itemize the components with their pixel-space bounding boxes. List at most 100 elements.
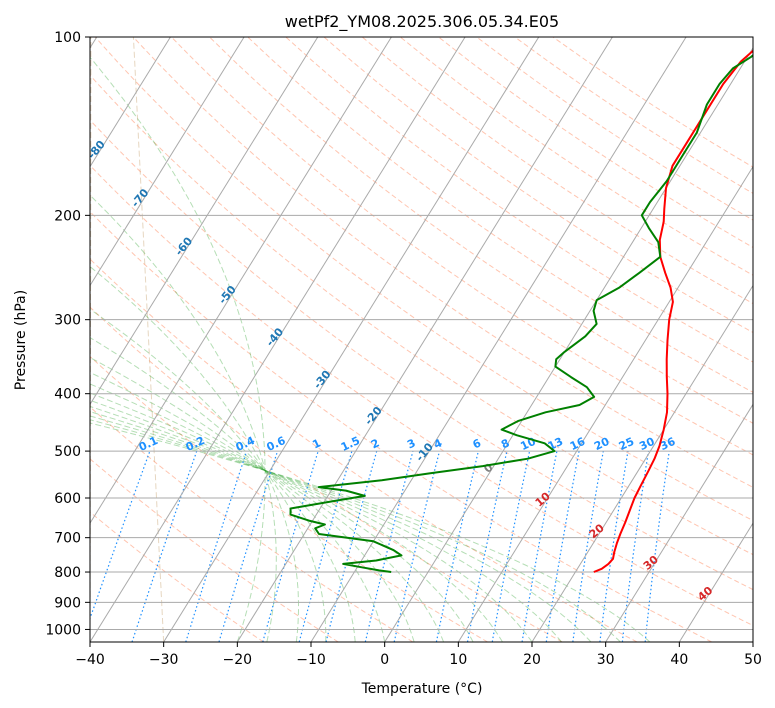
dry-adiabat-line [323, 37, 753, 334]
isotherm-label: -60 [172, 234, 195, 258]
mixing-ratio-label: 20 [592, 435, 612, 453]
mixing-ratio-label: 16 [568, 435, 588, 453]
mixing-ratio-label: 3 [405, 436, 417, 451]
mixing-ratio-label: 25 [617, 435, 636, 453]
moist-adiabat-line [90, 265, 299, 642]
theta-e-line [0, 37, 6, 642]
x-tick-label: −10 [296, 652, 326, 668]
mixing-ratio-line [185, 450, 248, 642]
y-axis-label: Pressure (hPa) [13, 290, 29, 390]
isotherm-label: -80 [85, 138, 108, 162]
positive-isotherm-label: 40 [695, 584, 715, 604]
moist-adiabat-line [90, 422, 651, 642]
mixing-ratio-line [262, 450, 319, 642]
dry-adiabat-line [90, 511, 264, 642]
theta-e-line [132, 37, 165, 642]
isotherm-label: -20 [362, 404, 385, 428]
mixing-ratio-label: 36 [658, 435, 678, 453]
dewpoint-profile-line [289, 54, 753, 573]
moist-adiabat-line [90, 419, 621, 642]
isotherm-line [90, 37, 466, 642]
moist-adiabat-line [90, 308, 327, 642]
mixing-ratio-line [572, 450, 604, 642]
isotherm-line [90, 37, 171, 168]
y-tick-label: 300 [54, 313, 81, 329]
moist-adiabat-line [90, 383, 445, 642]
dry-adiabat-line [132, 37, 753, 488]
dry-adiabat-line [361, 37, 753, 305]
y-tick-label: 700 [54, 531, 81, 547]
y-tick-label: 400 [54, 387, 81, 403]
isotherm-line [384, 46, 753, 642]
dry-adiabat-line [94, 37, 753, 522]
dry-adiabat-line [552, 37, 753, 168]
dry-adiabat-line [90, 306, 563, 642]
y-tick-label: 800 [54, 565, 81, 581]
mixing-ratio-line [466, 450, 508, 642]
zero-isotherm-label: 0 [481, 461, 495, 476]
isotherm-label: -100 [0, 38, 23, 68]
isotherm-line [605, 403, 753, 642]
mixing-ratio-line [298, 450, 353, 642]
y-tick-label: 200 [54, 208, 81, 224]
isotherm-line [752, 641, 753, 642]
dry-adiabat-line [476, 37, 753, 221]
dry-adiabat-line [90, 355, 488, 642]
isotherm-line [90, 37, 319, 406]
isotherm-line [163, 37, 540, 642]
x-tick-label: 10 [449, 652, 467, 668]
y-tick-label: 100 [54, 30, 81, 46]
isotherm-label: -40 [264, 325, 287, 349]
x-tick-label: 0 [380, 652, 389, 668]
mixing-ratio-line [325, 450, 378, 642]
x-axis-label: Temperature (°C) [361, 681, 483, 697]
dry-adiabat-line [171, 37, 753, 456]
x-axis: −40 −30 −20 −10 0 10 20 30 40 50 [75, 642, 762, 668]
dry-adiabat-line [90, 258, 638, 642]
y-tick-label: 600 [54, 491, 81, 507]
x-tick-label: −20 [223, 652, 253, 668]
mixing-ratio-lines [90, 450, 670, 642]
temperature-profile-line [593, 49, 753, 573]
mixing-ratio-line [90, 450, 151, 621]
mixing-ratio-label: 30 [637, 435, 657, 453]
mixing-ratio-line [621, 451, 650, 642]
isotherm-label: -70 [129, 186, 152, 210]
y-tick-label: 500 [54, 444, 81, 460]
plot-frame [89, 36, 754, 643]
mixing-ratio-line [364, 450, 414, 642]
dry-adiabat-line [90, 211, 712, 642]
moist-adiabat-line [90, 194, 277, 642]
moist-adiabats [90, 56, 651, 642]
moist-adiabat-line [90, 56, 266, 642]
moist-adiabat-line [90, 415, 592, 642]
dry-adiabat-line [209, 37, 753, 424]
x-tick-label: −30 [149, 652, 179, 668]
dry-adiabat-line [438, 37, 753, 248]
x-tick-label: 30 [597, 652, 615, 668]
moist-adiabat-line [90, 371, 415, 642]
mixing-ratio-line [521, 450, 558, 642]
dry-adiabat-line [90, 458, 339, 642]
dry-adiabat-line [285, 37, 753, 363]
mixing-ratio-line [435, 450, 479, 642]
isotherm-line [90, 37, 245, 287]
moist-adiabat-line [90, 392, 474, 642]
mixing-ratio-line [131, 450, 198, 642]
isotherms [90, 37, 753, 642]
positive-isotherm-label: 30 [641, 553, 661, 573]
y-axis: 100 200 300 400 500 600 700 800 900 1000 [45, 30, 90, 638]
x-tick-label: 40 [670, 652, 688, 668]
dry-adiabat-line [90, 119, 753, 591]
isobars [90, 37, 753, 630]
moist-adiabat-line [90, 337, 356, 642]
mixing-ratio-label: 6 [471, 436, 484, 451]
isotherm-line [531, 284, 753, 642]
positive-isotherm-label: 20 [587, 521, 607, 541]
plot-area: 0.1 0.2 0.4 0.6 1 1.5 2 3 4 6 8 10 13 16 20 25 30 36-100-… [0, 37, 753, 642]
dry-adiabat-line [90, 164, 753, 627]
moist-adiabat-line [90, 405, 533, 642]
mixing-ratio-label: 1 [310, 436, 322, 451]
mixing-ratio-line [218, 450, 279, 642]
